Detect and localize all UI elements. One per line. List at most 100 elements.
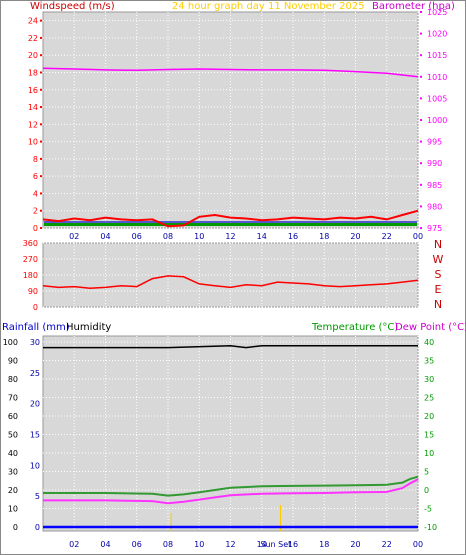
temperature-tick-label: 25 bbox=[424, 394, 434, 403]
time-tick-label: 20 bbox=[350, 540, 360, 549]
humidity-tick-label: 20 bbox=[8, 486, 18, 495]
time-tick-label: 08 bbox=[163, 540, 173, 549]
time-tick-label: 04 bbox=[100, 540, 110, 549]
time-tick-label: 02 bbox=[69, 540, 79, 549]
barometer-tick-mark bbox=[420, 32, 422, 35]
wind-pressure-time-labels: 02 04 06 08 10 12 14 16 18 20 22 00 bbox=[69, 232, 423, 241]
windspeed-tick-mark bbox=[40, 36, 42, 39]
barometer-tick-label: 985 bbox=[427, 181, 442, 190]
windspeed-tick-mark bbox=[40, 227, 42, 229]
humidity-tick-label: 50 bbox=[8, 431, 18, 440]
windspeed-tick-mark bbox=[40, 209, 42, 212]
windspeed-tick-label: 18 bbox=[28, 68, 38, 77]
wind-direction-line bbox=[42, 275, 419, 290]
windspeed-tick-mark bbox=[40, 140, 42, 143]
humidity-line bbox=[43, 344, 418, 349]
temperature-tick-label: 35 bbox=[424, 357, 434, 366]
barometer-tick-mark bbox=[420, 227, 422, 229]
humidity-tick-label: 80 bbox=[8, 375, 18, 384]
barometer-tick-mark bbox=[420, 205, 422, 208]
windspeed-tick-mark bbox=[40, 192, 42, 195]
barometer-tick-mark bbox=[420, 162, 422, 165]
windspeed-tick-label: 0 bbox=[33, 224, 38, 233]
windspeed-tick-label: 8 bbox=[33, 155, 38, 164]
compass-label: E bbox=[435, 283, 442, 296]
time-tick-label: 00 bbox=[413, 540, 423, 549]
windspeed-tick-mark bbox=[40, 157, 42, 160]
temperature-tick-labels: -10 -5 0 5 10 15 20 25 30 35 40 bbox=[424, 338, 437, 532]
humidity-tick-label: 100 bbox=[3, 338, 18, 347]
humidity-tick-label: 0 bbox=[13, 523, 18, 532]
compass-label: N bbox=[434, 238, 442, 251]
windspeed-tick-label: 14 bbox=[28, 103, 38, 112]
windspeed-tick-label: 4 bbox=[33, 189, 38, 198]
humidity-tick-label: 30 bbox=[8, 468, 18, 477]
temperature-tick-label: 5 bbox=[424, 468, 429, 477]
temperature-axis-title: Temperature (°C) bbox=[311, 322, 398, 333]
humidity-tick-label: 40 bbox=[8, 449, 18, 458]
time-tick-label: 12 bbox=[225, 232, 235, 241]
windspeed-tick-label: 24 bbox=[28, 17, 38, 26]
barometer-tick-mark bbox=[420, 97, 422, 100]
rainfall-tick-label: 30 bbox=[30, 338, 40, 347]
sunset-label: Sun Set bbox=[260, 540, 291, 549]
barometer-tick-label: 990 bbox=[427, 159, 442, 168]
time-tick-label: 22 bbox=[382, 540, 392, 549]
barometer-tick-label: 975 bbox=[427, 224, 442, 233]
windspeed-tick-mark bbox=[40, 19, 42, 22]
time-tick-label: 10 bbox=[194, 540, 204, 549]
compass-label: W bbox=[433, 253, 444, 266]
time-tick-label: 18 bbox=[319, 232, 329, 241]
time-tick-label: 12 bbox=[225, 540, 235, 549]
rainfall-tick-label: 0 bbox=[35, 523, 40, 532]
barometer-tick-mark bbox=[420, 54, 422, 57]
humidity-tick-label: 90 bbox=[8, 357, 18, 366]
wind-direction-series bbox=[42, 275, 419, 290]
windspeed-tick-label: 16 bbox=[28, 86, 38, 95]
rainfall-tick-label: 20 bbox=[30, 400, 40, 409]
windspeed-tick-label: 20 bbox=[28, 51, 38, 60]
barometer-tick-label: 1005 bbox=[427, 94, 447, 103]
barometer-tick-mark bbox=[420, 11, 422, 13]
wind-pressure-grid bbox=[43, 12, 419, 229]
barometer-tick-labels: 975 980 985 990 995 1000 1005 1010 1015 1020 1025 bbox=[420, 8, 447, 233]
windspeed-line bbox=[42, 209, 419, 228]
barometer-tick-label: 1020 bbox=[427, 30, 447, 39]
windspeed-tick-mark bbox=[40, 88, 42, 91]
barometer-tick-mark bbox=[420, 119, 422, 121]
windspeed-tick-label: 6 bbox=[33, 172, 38, 181]
gust-band bbox=[44, 221, 417, 223]
barometer-tick-mark bbox=[420, 140, 422, 143]
time-tick-label: 14 bbox=[257, 540, 267, 549]
windspeed-axis-title: Windspeed (m/s) bbox=[30, 1, 115, 12]
wind-direction-grid bbox=[43, 242, 419, 308]
wind-pressure-series bbox=[42, 67, 419, 228]
humidity-tick-label: 60 bbox=[8, 412, 18, 421]
wind-direction-tick-label: 180 bbox=[23, 271, 38, 280]
temperature-tick-label: 20 bbox=[424, 412, 434, 421]
wind-direction-tick-label: 0 bbox=[33, 303, 38, 312]
barometer-axis-title: Barometer (hpa) bbox=[372, 1, 455, 12]
humidity-tick-label: 10 bbox=[8, 505, 18, 514]
wind-direction-tick-label: 90 bbox=[28, 287, 38, 296]
time-tick-label: 06 bbox=[132, 232, 142, 241]
time-tick-label: 06 bbox=[132, 540, 142, 549]
wind-direction-tick-labels: 0 90 180 270 360 bbox=[23, 239, 38, 312]
temperature-tick-label: 40 bbox=[424, 338, 434, 347]
avg-speed-band bbox=[44, 223, 417, 226]
barometer-tick-label: 1010 bbox=[427, 73, 447, 82]
temp-humidity-time-labels: 02 04 06 08 10 12 14 16 18 20 22 00 bbox=[69, 540, 423, 549]
time-tick-label: 18 bbox=[319, 540, 329, 549]
rainfall-tick-label: 15 bbox=[30, 431, 40, 440]
time-tick-label: 22 bbox=[382, 232, 392, 241]
dewpoint-line bbox=[43, 478, 419, 505]
barometer-tick-mark bbox=[420, 183, 422, 186]
time-tick-label: 16 bbox=[288, 540, 298, 549]
compass-label: N bbox=[434, 298, 442, 311]
windspeed-tick-label: 12 bbox=[28, 120, 38, 129]
temperature-tick-label: 10 bbox=[424, 449, 434, 458]
time-tick-label: 02 bbox=[69, 232, 79, 241]
